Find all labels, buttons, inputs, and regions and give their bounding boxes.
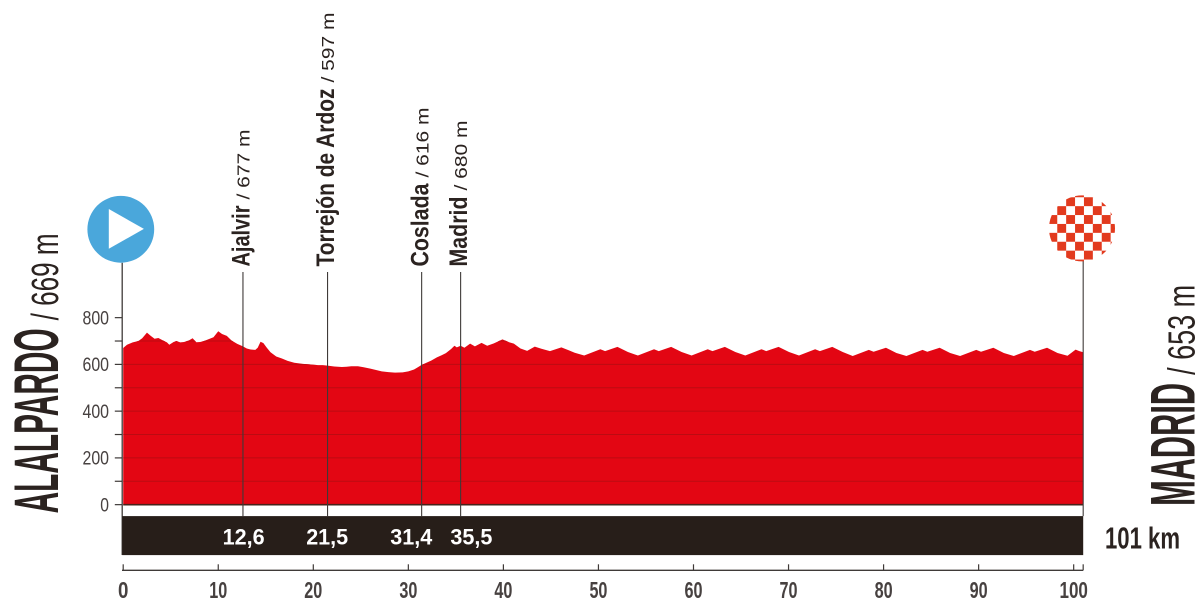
- svg-text:200: 200: [83, 449, 110, 470]
- svg-text:101 km: 101 km: [1105, 522, 1180, 556]
- svg-text:0: 0: [118, 577, 128, 603]
- svg-text:Madrid: Madrid: [445, 197, 473, 267]
- svg-text:/ 677 m: / 677 m: [234, 130, 254, 200]
- svg-text:80: 80: [875, 577, 893, 603]
- svg-text:Torrejón de Ardoz: Torrejón de Ardoz: [312, 89, 340, 267]
- svg-text:MADRID: MADRID: [1139, 383, 1203, 506]
- svg-text:400: 400: [83, 402, 110, 423]
- svg-text:35,5: 35,5: [450, 524, 492, 549]
- svg-text:Coslada: Coslada: [406, 183, 434, 267]
- svg-text:21,5: 21,5: [306, 524, 348, 549]
- svg-text:/ 653 m: / 653 m: [1162, 285, 1203, 375]
- svg-text:60: 60: [684, 577, 702, 603]
- svg-text:90: 90: [970, 577, 988, 603]
- svg-text:10: 10: [209, 577, 227, 603]
- svg-text:/ 680 m: / 680 m: [451, 121, 471, 191]
- svg-text:800: 800: [83, 308, 110, 329]
- svg-text:/ 616 m: / 616 m: [412, 108, 432, 178]
- svg-text:40: 40: [494, 577, 512, 603]
- svg-text:100: 100: [1059, 577, 1087, 603]
- svg-text:20: 20: [304, 577, 322, 603]
- svg-text:0: 0: [100, 495, 109, 516]
- svg-text:ALALPARDO: ALALPARDO: [2, 328, 72, 513]
- svg-text:30: 30: [399, 577, 417, 603]
- svg-text:31,4: 31,4: [390, 524, 433, 549]
- svg-text:/ 669 m: / 669 m: [25, 233, 67, 320]
- svg-text:70: 70: [780, 577, 798, 603]
- svg-text:/ 597 m: / 597 m: [318, 13, 338, 83]
- svg-text:600: 600: [83, 355, 110, 376]
- svg-text:12,6: 12,6: [223, 524, 265, 549]
- svg-text:Ajalvir: Ajalvir: [228, 205, 256, 266]
- svg-text:50: 50: [589, 577, 607, 603]
